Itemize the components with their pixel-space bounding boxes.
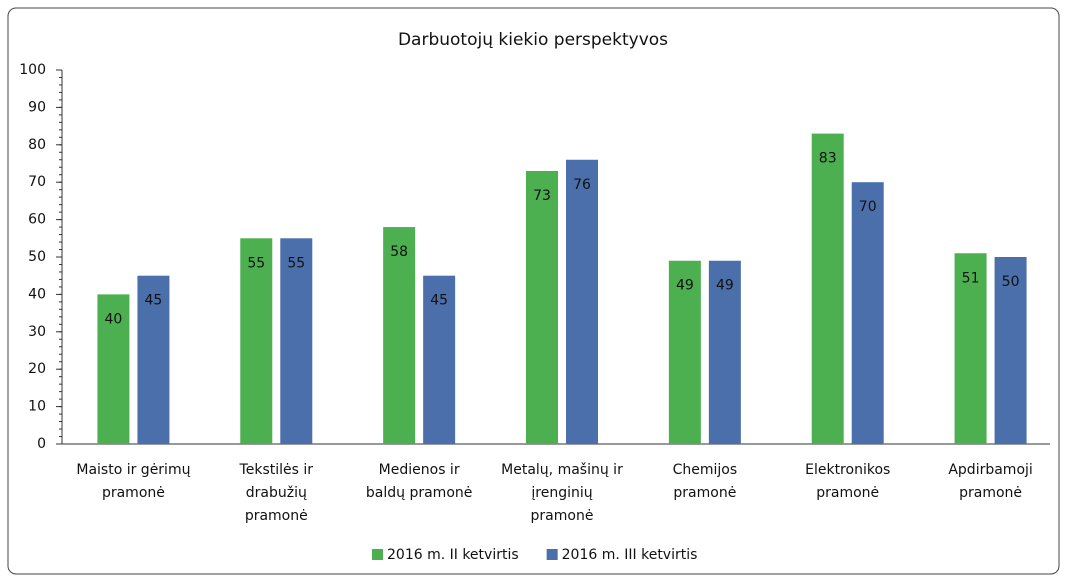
x-tick-label: pramonė xyxy=(531,508,594,524)
x-tick-label: Maisto ir gėrimų xyxy=(76,462,190,478)
y-tick-label: 50 xyxy=(28,249,46,265)
x-tick-label: Apdirbamoji xyxy=(948,462,1032,478)
data-label: 55 xyxy=(287,255,305,271)
x-tick-label: Tekstilės ir xyxy=(239,462,314,478)
data-label: 70 xyxy=(859,199,877,215)
data-label: 58 xyxy=(390,244,408,260)
data-label: 45 xyxy=(145,293,163,309)
y-tick-label: 70 xyxy=(28,174,46,190)
y-tick-label: 30 xyxy=(28,324,46,340)
data-label: 49 xyxy=(676,278,694,294)
x-tick-label: pramonė xyxy=(959,485,1022,501)
x-tick-label: Metalų, mašinų ir xyxy=(501,462,623,478)
y-tick-label: 20 xyxy=(28,361,46,377)
data-label: 51 xyxy=(962,270,980,286)
data-label: 45 xyxy=(430,293,448,309)
y-tick-label: 0 xyxy=(37,436,46,452)
bar xyxy=(97,294,130,444)
y-tick-label: 60 xyxy=(28,212,46,228)
data-label: 83 xyxy=(819,151,837,167)
bar xyxy=(383,227,416,444)
bar xyxy=(566,159,598,444)
x-tick-label: Chemijos xyxy=(673,462,738,478)
x-tick-label: Elektronikos xyxy=(805,462,890,478)
bar xyxy=(954,253,987,444)
y-tick-label: 90 xyxy=(28,99,46,115)
x-tick-label: drabužių xyxy=(246,485,307,501)
data-label: 49 xyxy=(716,278,734,294)
data-label: 40 xyxy=(105,311,123,327)
bar xyxy=(851,182,884,444)
x-tick-label: pramonė xyxy=(816,485,879,501)
bar xyxy=(668,260,701,444)
bar xyxy=(280,238,313,444)
data-label: 73 xyxy=(533,188,551,204)
data-label: 76 xyxy=(573,177,591,193)
legend-swatch xyxy=(372,549,383,560)
x-tick-label: Medienos ir xyxy=(379,462,460,478)
chart-title: Darbuotojų kiekio perspektyvos xyxy=(398,30,668,50)
y-tick-label: 100 xyxy=(19,62,46,78)
x-tick-label: įrenginių xyxy=(531,485,592,501)
x-tick-label: pramonė xyxy=(102,485,165,501)
data-label: 50 xyxy=(1002,274,1020,290)
legend-label: 2016 m. II ketvirtis xyxy=(387,547,519,563)
data-label: 55 xyxy=(247,255,265,271)
y-tick-label: 10 xyxy=(28,399,46,415)
bar xyxy=(526,170,558,445)
bar xyxy=(240,238,273,444)
x-tick-label: pramonė xyxy=(245,508,308,524)
bar xyxy=(708,260,741,444)
x-tick-label: baldų pramonė xyxy=(366,485,472,501)
legend-swatch xyxy=(546,549,558,560)
bar xyxy=(811,133,844,444)
x-tick-label: pramonė xyxy=(673,485,736,501)
legend-label: 2016 m. III ketvirtis xyxy=(562,547,698,563)
y-tick-label: 40 xyxy=(28,286,46,302)
bar xyxy=(137,275,170,444)
y-tick-label: 80 xyxy=(28,137,46,153)
bar xyxy=(423,275,456,444)
bar xyxy=(994,257,1027,444)
